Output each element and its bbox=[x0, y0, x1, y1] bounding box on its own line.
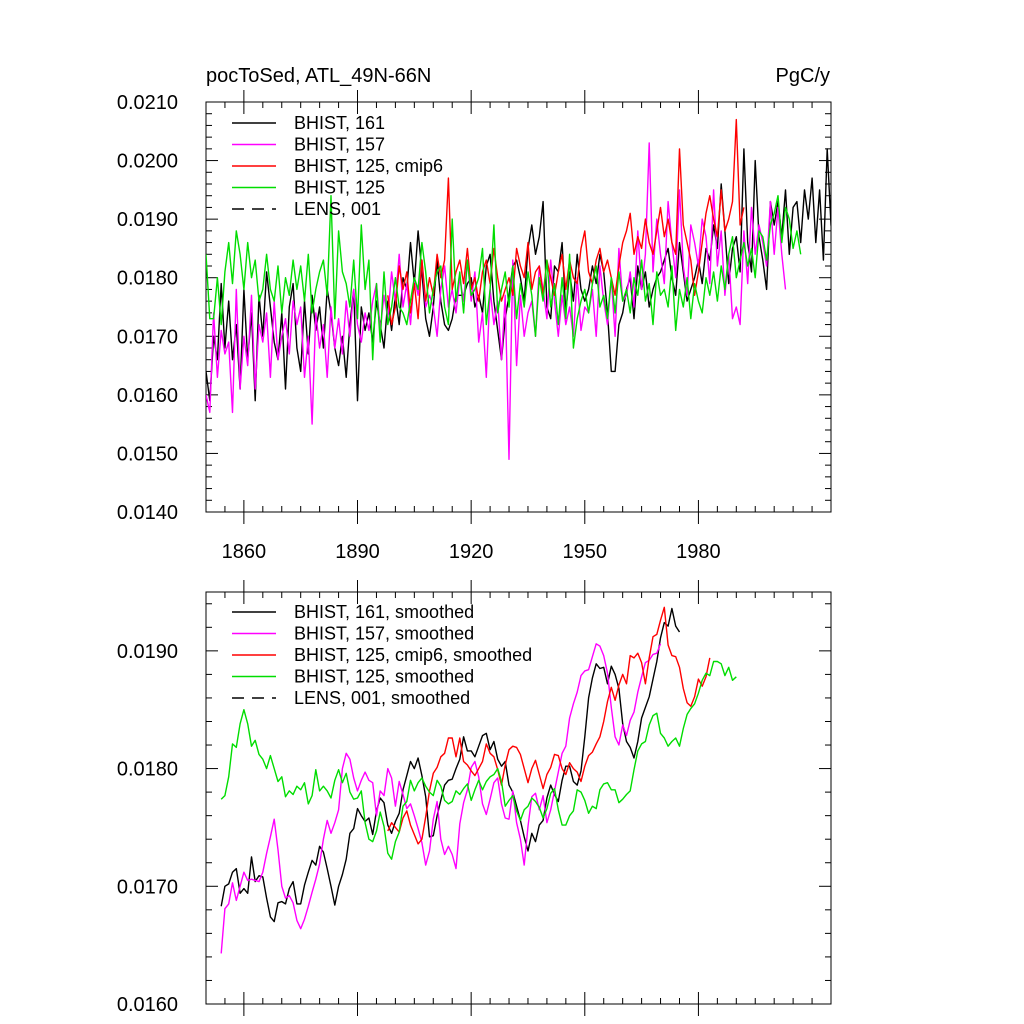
y-tick-label: 0.0190 bbox=[117, 641, 178, 663]
y-tick-label: 0.0160 bbox=[117, 994, 178, 1016]
y-tick-label: 0.0210 bbox=[117, 92, 178, 114]
series-line bbox=[387, 606, 711, 845]
top-chart-panel: 1860 1890 1920 1950 1980 0.0140 0.0150 0.0160 0.… bbox=[117, 90, 832, 563]
legend-label: BHIST, 157 bbox=[294, 135, 385, 155]
y-tick-label: 0.0140 bbox=[117, 502, 178, 524]
legend-label: BHIST, 161 bbox=[294, 113, 385, 133]
legend-label: BHIST, 125 bbox=[294, 178, 385, 198]
y-tick-label: 0.0190 bbox=[117, 209, 178, 231]
y-tick-label: 0.0200 bbox=[117, 151, 178, 173]
x-tick-label: 1950 bbox=[563, 541, 608, 563]
top-chart-units: PgC/y bbox=[776, 65, 830, 87]
y-tick-label: 0.0180 bbox=[117, 268, 178, 290]
top-chart-title: pocToSed, ATL_49N-66N bbox=[206, 65, 431, 87]
x-tick-label: 1920 bbox=[449, 541, 494, 563]
y-tick-label: 0.0160 bbox=[117, 385, 178, 407]
legend-label: BHIST, 161, smoothed bbox=[294, 602, 474, 622]
plot-frame bbox=[205, 591, 832, 1005]
y-tick-label: 0.0170 bbox=[117, 876, 178, 898]
series-line bbox=[220, 660, 737, 860]
x-tick-label: 1890 bbox=[335, 541, 380, 563]
y-tick-label: 0.0170 bbox=[117, 326, 178, 348]
legend-label: BHIST, 125, cmip6 bbox=[294, 156, 443, 176]
series-line bbox=[220, 607, 681, 923]
y-tick-label: 0.0150 bbox=[117, 443, 178, 465]
bottom-chart-panel: 0.0160 0.0170 0.0180 0.0190 BHIST, 161, smoo… bbox=[117, 580, 832, 1016]
series-line bbox=[206, 194, 802, 361]
legend-label: BHIST, 125, smoothed bbox=[294, 667, 474, 687]
plot-frame bbox=[205, 101, 832, 513]
legend-label: LENS, 001, smoothed bbox=[294, 688, 470, 708]
series-line bbox=[387, 118, 745, 326]
series-line bbox=[220, 643, 662, 954]
series-line bbox=[206, 142, 787, 460]
legend-label: BHIST, 125, cmip6, smoothed bbox=[294, 645, 532, 665]
legend-label: LENS, 001 bbox=[294, 199, 381, 219]
x-tick-label: 1860 bbox=[222, 541, 267, 563]
legend-label: BHIST, 157, smoothed bbox=[294, 624, 474, 644]
x-tick-label: 1980 bbox=[676, 541, 721, 563]
y-tick-label: 0.0180 bbox=[117, 759, 178, 781]
